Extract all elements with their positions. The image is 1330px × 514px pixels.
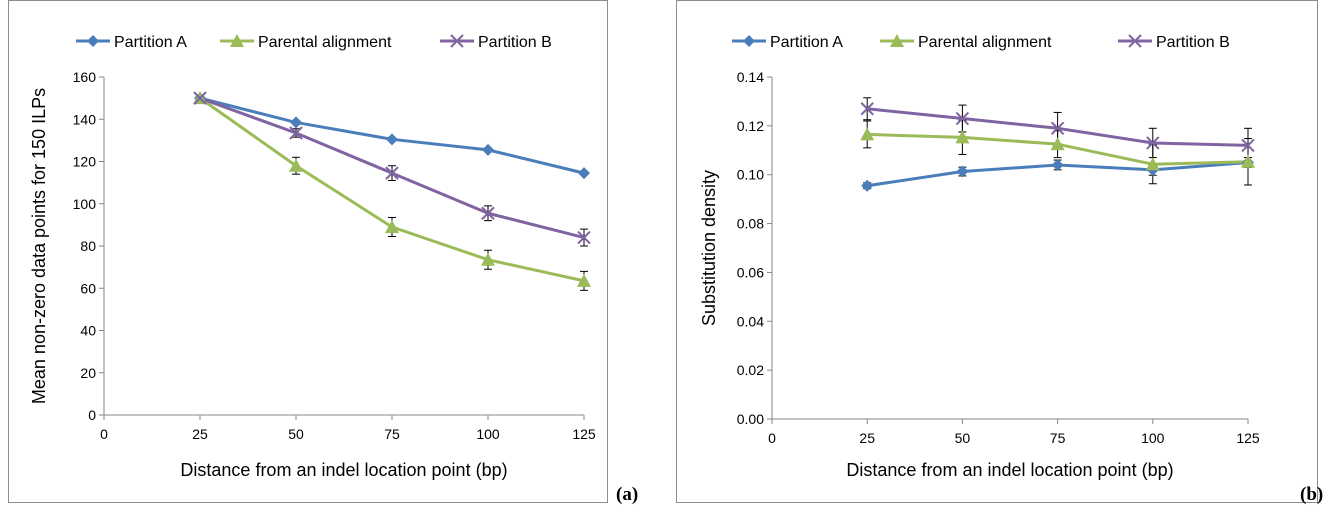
line-chart-a: 0 20 40 60 80 100 120 140 160 0 25 50 75 100 125 Distan… xyxy=(29,34,596,480)
legend-label-1: Parental alignment xyxy=(918,34,1052,51)
legend-marker-0-symbol xyxy=(743,35,755,47)
data-point-x xyxy=(1146,136,1160,150)
legend-marker-0-symbol xyxy=(87,35,99,47)
legend-marker-1-symbol xyxy=(890,34,904,47)
y-tick-label: 0.06 xyxy=(737,264,764,280)
data-point-triangle xyxy=(1241,154,1255,168)
y-tick-label: 100 xyxy=(73,196,97,212)
legend-label-2: Partition B xyxy=(1156,34,1230,51)
y-tick-label: 0.04 xyxy=(737,313,764,329)
data-point-x xyxy=(481,206,495,220)
x-tick-label: 50 xyxy=(288,426,304,442)
legend: Partition A Parental alignment Partition B xyxy=(732,34,1230,51)
y-tick-label: 0 xyxy=(88,407,96,423)
data-point-x-stroke-2 xyxy=(860,102,874,116)
legend-marker-1-symbol xyxy=(230,34,244,47)
data-point-x-stroke-2 xyxy=(1241,138,1255,153)
data-point-x xyxy=(1050,121,1065,136)
chart-panel-b: 0.00 0.02 0.04 0.06 0.08 0.10 0.12 0.14 0 25 50 75 1… xyxy=(676,0,1318,503)
legend-label-0: Partition A xyxy=(770,34,843,51)
y-tick-label: 60 xyxy=(80,280,96,296)
data-point-diamond xyxy=(482,143,494,156)
y-tick-label: 0.12 xyxy=(737,118,764,134)
x-tick-label: 25 xyxy=(192,426,208,442)
data-point-x xyxy=(577,230,591,245)
data-point-triangle xyxy=(1145,157,1160,171)
data-point-x xyxy=(385,166,399,180)
y-tick-label: 40 xyxy=(80,323,96,339)
legend-label-1: Parental alignment xyxy=(258,34,392,51)
data-point-diamond xyxy=(956,165,969,178)
x-tick-label: 75 xyxy=(1050,430,1066,446)
x-axis-title: Distance from an indel location point (b… xyxy=(846,460,1173,480)
legend-label-0: Partition A xyxy=(114,34,187,51)
legend: Partition A Parental alignment Partition B xyxy=(76,34,552,51)
y-tick-label: 20 xyxy=(80,365,96,381)
x-tick-label: 25 xyxy=(859,430,875,446)
y-axis-title: Substitution density xyxy=(699,170,719,326)
data-point-triangle xyxy=(385,219,399,233)
data-point-diamond xyxy=(290,116,302,129)
legend-marker-2-symbol-stroke-2 xyxy=(1128,34,1142,48)
data-point-x-stroke-2 xyxy=(1050,121,1065,136)
legend-marker-2-symbol-stroke-2 xyxy=(450,34,464,48)
data-point-x-stroke-2 xyxy=(1146,136,1160,150)
data-point-triangle xyxy=(1050,137,1065,151)
panel-label-b: (b) xyxy=(1300,484,1324,505)
x-tick-label: 125 xyxy=(572,426,596,442)
data-point-triangle xyxy=(955,130,970,144)
x-tick-label: 75 xyxy=(384,426,400,442)
x-tick-label: 50 xyxy=(955,430,971,446)
data-point-x-stroke-2 xyxy=(289,126,303,140)
line-chart-b: 0.00 0.02 0.04 0.06 0.08 0.10 0.12 0.14 0 25 50 75 1… xyxy=(699,34,1260,480)
data-point-x xyxy=(955,111,970,126)
data-point-x xyxy=(1241,138,1255,153)
x-axis-title: Distance from an indel location point (b… xyxy=(180,460,507,480)
data-point-triangle xyxy=(289,158,303,172)
x-tick-label: 125 xyxy=(1236,430,1260,446)
data-point-x xyxy=(289,126,303,140)
legend-marker-2-symbol xyxy=(450,34,464,48)
y-axis-title: Mean non-zero data points for 150 ILPs xyxy=(29,88,49,404)
y-tick-label: 0.02 xyxy=(737,362,764,378)
y-tick-label: 160 xyxy=(73,69,97,85)
series-line-1 xyxy=(199,96,585,283)
data-point-x-stroke-2 xyxy=(955,111,970,126)
data-point-diamond xyxy=(861,179,874,192)
data-point-x-stroke-2 xyxy=(193,91,207,105)
data-point-diamond xyxy=(1051,158,1064,171)
y-tick-label: 120 xyxy=(73,154,97,170)
y-tick-label: 0.10 xyxy=(737,167,764,183)
y-tick-label: 0.00 xyxy=(737,411,764,427)
panel-label-a: (a) xyxy=(616,484,639,505)
data-point-x-stroke-2 xyxy=(385,166,399,180)
chart-panel-a: 0 20 40 60 80 100 120 140 160 0 25 50 75 100 125 Distan… xyxy=(8,0,608,503)
data-point-triangle xyxy=(860,127,875,141)
data-point-x xyxy=(860,102,874,116)
y-tick-label: 140 xyxy=(73,111,97,127)
x-tick-label: 0 xyxy=(768,430,776,446)
data-point-diamond xyxy=(578,167,590,180)
data-point-x-stroke-2 xyxy=(577,230,591,245)
x-tick-label: 0 xyxy=(100,426,108,442)
y-tick-label: 0.08 xyxy=(737,216,764,232)
data-point-diamond xyxy=(386,133,398,146)
x-tick-label: 100 xyxy=(1141,430,1165,446)
data-point-x xyxy=(193,91,207,105)
y-tick-label: 80 xyxy=(80,238,96,254)
data-point-x-stroke-2 xyxy=(481,206,495,220)
legend-label-2: Partition B xyxy=(478,34,552,51)
y-tick-label: 0.14 xyxy=(737,69,764,85)
x-tick-label: 100 xyxy=(476,426,500,442)
data-point-triangle xyxy=(481,252,495,266)
data-point-triangle xyxy=(577,273,591,287)
legend-marker-2-symbol xyxy=(1128,34,1142,48)
